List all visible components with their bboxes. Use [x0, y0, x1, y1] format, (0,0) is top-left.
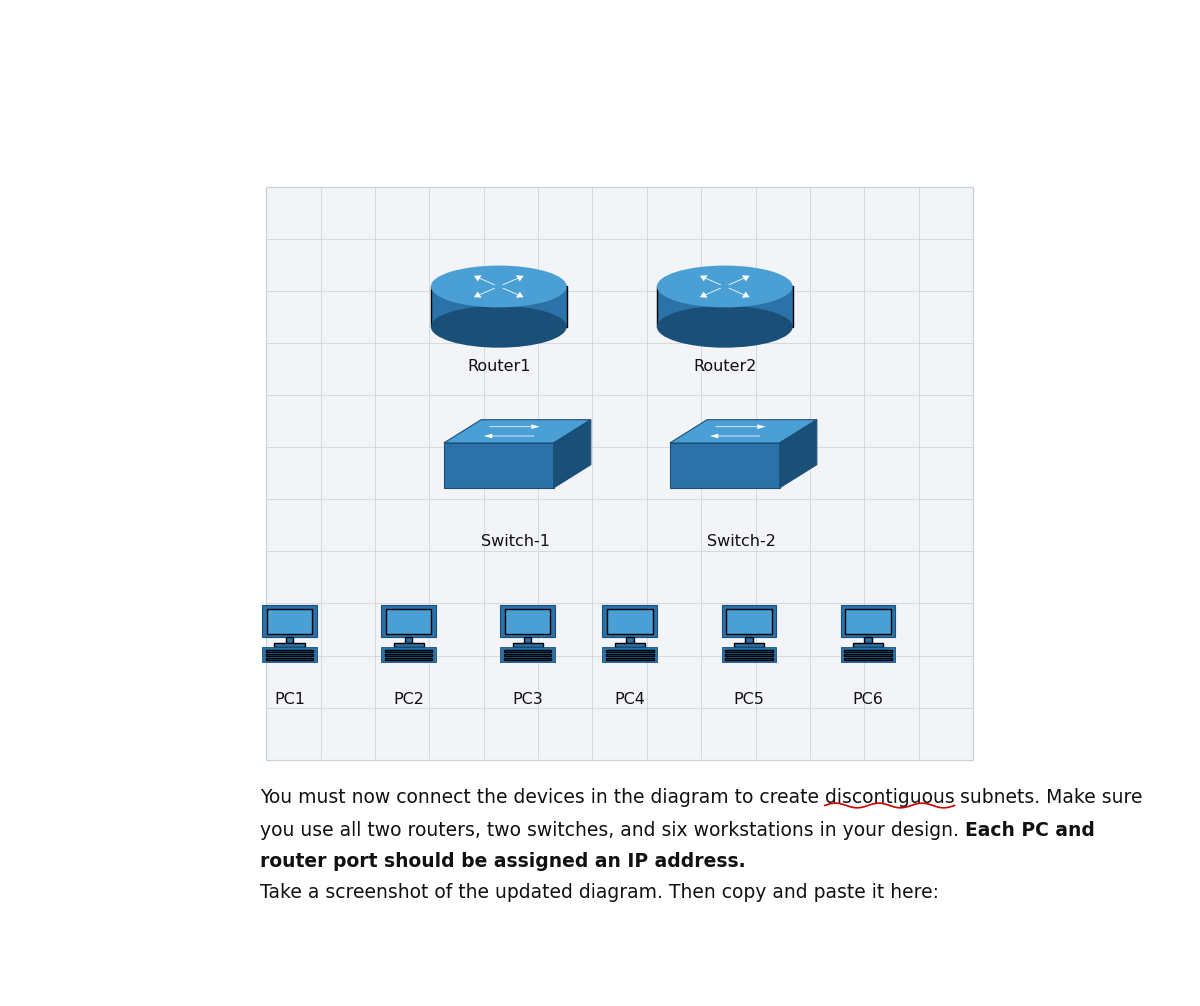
Text: PC6: PC6	[852, 692, 883, 707]
Text: Take a screenshot of the updated diagram. Then copy and paste it here:: Take a screenshot of the updated diagram…	[259, 883, 938, 902]
FancyBboxPatch shape	[505, 609, 551, 634]
Text: Router2: Router2	[694, 358, 756, 373]
FancyBboxPatch shape	[275, 643, 305, 647]
Text: Each PC and: Each PC and	[965, 821, 1094, 840]
FancyBboxPatch shape	[266, 186, 973, 760]
FancyBboxPatch shape	[606, 651, 654, 652]
Text: router port should be assigned an IP address.: router port should be assigned an IP add…	[259, 852, 745, 871]
FancyBboxPatch shape	[431, 287, 566, 327]
FancyBboxPatch shape	[385, 651, 432, 652]
FancyBboxPatch shape	[606, 654, 654, 656]
FancyBboxPatch shape	[382, 647, 436, 662]
FancyArrow shape	[484, 434, 534, 439]
Text: PC4: PC4	[614, 692, 646, 707]
Ellipse shape	[431, 266, 566, 308]
Polygon shape	[553, 420, 590, 488]
Text: subnets. Make sure: subnets. Make sure	[954, 789, 1142, 808]
Text: you use all two routers, two switches, and six workstations in your design.: you use all two routers, two switches, a…	[259, 821, 965, 840]
Polygon shape	[670, 443, 780, 488]
FancyBboxPatch shape	[844, 651, 892, 652]
FancyBboxPatch shape	[840, 605, 895, 638]
FancyBboxPatch shape	[404, 638, 413, 643]
Ellipse shape	[656, 306, 793, 348]
FancyArrow shape	[700, 288, 721, 298]
FancyBboxPatch shape	[266, 609, 312, 634]
FancyBboxPatch shape	[845, 609, 890, 634]
FancyBboxPatch shape	[385, 609, 431, 634]
FancyBboxPatch shape	[500, 605, 554, 638]
FancyArrow shape	[710, 434, 760, 439]
FancyArrow shape	[503, 276, 523, 285]
FancyBboxPatch shape	[864, 638, 872, 643]
FancyBboxPatch shape	[853, 643, 883, 647]
Text: Router1: Router1	[467, 358, 530, 373]
FancyBboxPatch shape	[504, 654, 552, 656]
FancyBboxPatch shape	[734, 643, 764, 647]
Text: Switch-1: Switch-1	[481, 533, 550, 548]
FancyBboxPatch shape	[745, 638, 752, 643]
FancyBboxPatch shape	[726, 609, 772, 634]
FancyBboxPatch shape	[606, 658, 654, 660]
Text: PC3: PC3	[512, 692, 542, 707]
FancyBboxPatch shape	[721, 647, 776, 662]
FancyBboxPatch shape	[500, 647, 554, 662]
Text: PC2: PC2	[394, 692, 424, 707]
FancyBboxPatch shape	[725, 654, 773, 656]
FancyBboxPatch shape	[656, 287, 793, 327]
FancyBboxPatch shape	[262, 605, 317, 638]
FancyBboxPatch shape	[626, 638, 634, 643]
FancyBboxPatch shape	[725, 651, 773, 652]
FancyArrow shape	[490, 425, 540, 429]
FancyBboxPatch shape	[725, 658, 773, 660]
FancyBboxPatch shape	[382, 605, 436, 638]
FancyBboxPatch shape	[265, 658, 313, 660]
FancyBboxPatch shape	[844, 654, 892, 656]
FancyBboxPatch shape	[262, 647, 317, 662]
FancyBboxPatch shape	[607, 609, 653, 634]
Polygon shape	[670, 420, 817, 443]
FancyArrow shape	[503, 288, 523, 298]
Text: PC5: PC5	[733, 692, 764, 707]
Text: Switch-2: Switch-2	[707, 533, 776, 548]
FancyBboxPatch shape	[504, 658, 552, 660]
FancyBboxPatch shape	[602, 605, 658, 638]
FancyBboxPatch shape	[614, 643, 644, 647]
FancyBboxPatch shape	[394, 643, 424, 647]
FancyBboxPatch shape	[721, 605, 776, 638]
FancyBboxPatch shape	[385, 654, 432, 656]
FancyBboxPatch shape	[844, 658, 892, 660]
FancyBboxPatch shape	[840, 647, 895, 662]
FancyArrow shape	[715, 425, 766, 429]
FancyBboxPatch shape	[504, 651, 552, 652]
FancyArrow shape	[474, 288, 496, 298]
Text: discontiguous: discontiguous	[824, 789, 954, 808]
Ellipse shape	[431, 306, 566, 348]
FancyBboxPatch shape	[602, 647, 658, 662]
FancyArrow shape	[728, 288, 750, 298]
FancyBboxPatch shape	[512, 643, 542, 647]
Polygon shape	[444, 420, 590, 443]
FancyBboxPatch shape	[286, 638, 293, 643]
FancyArrow shape	[728, 276, 750, 285]
FancyBboxPatch shape	[265, 651, 313, 652]
Text: You must now connect the devices in the diagram to create: You must now connect the devices in the …	[259, 789, 824, 808]
Ellipse shape	[656, 266, 793, 308]
FancyBboxPatch shape	[523, 638, 532, 643]
FancyArrow shape	[474, 276, 496, 285]
Polygon shape	[780, 420, 817, 488]
Text: PC1: PC1	[274, 692, 305, 707]
FancyBboxPatch shape	[385, 658, 432, 660]
FancyArrow shape	[700, 276, 721, 285]
Polygon shape	[444, 443, 553, 488]
FancyBboxPatch shape	[265, 654, 313, 656]
